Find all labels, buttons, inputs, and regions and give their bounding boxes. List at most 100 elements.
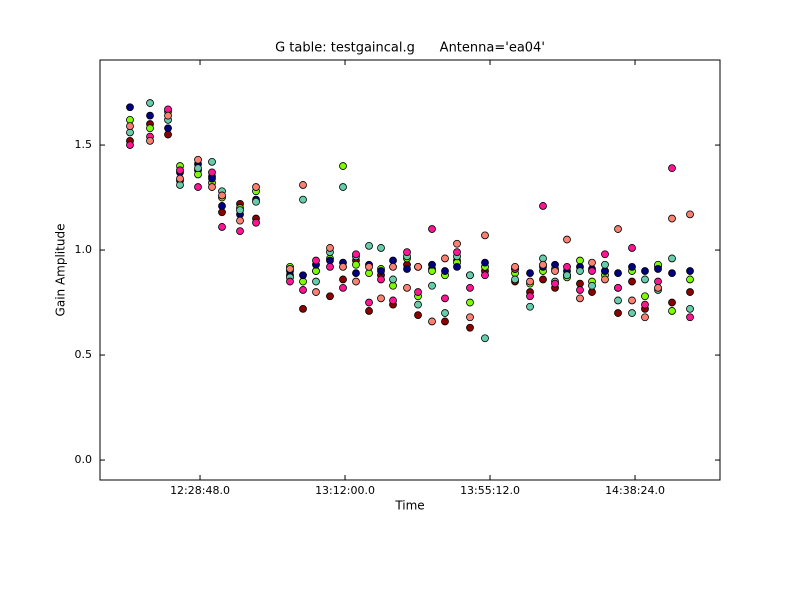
data-point [481,231,489,240]
data-point [539,275,547,284]
data-point [126,122,134,131]
data-point [164,111,172,120]
data-point [588,281,596,290]
data-point [194,155,202,164]
data-point [686,313,694,322]
data-point [628,262,636,271]
data-point [614,225,622,233]
data-point [511,262,519,271]
data-point [414,262,422,271]
data-point [654,265,662,273]
data-point [286,265,294,273]
y-tick-label: 0.0 [75,453,93,466]
data-point [641,313,649,322]
data-point [146,111,154,120]
data-point [654,283,662,292]
y-tick-label: 0.5 [75,348,93,361]
data-point [614,309,622,317]
x-tick-label: 14:38:24.0 [605,484,665,497]
data-point [208,168,216,177]
data-point [299,304,307,313]
data-point [614,269,622,278]
data-point [668,214,676,223]
data-point [126,141,134,149]
data-point [377,267,385,275]
data-point [526,292,534,301]
data-point [339,283,347,292]
data-point [164,124,172,133]
data-point [403,248,411,257]
data-point [466,271,474,280]
data-point [389,275,397,284]
data-point [236,206,244,215]
data-point [403,265,411,273]
data-point [299,286,307,294]
data-point [339,162,347,170]
data-point [628,277,636,286]
data-point [614,283,622,292]
data-point [377,294,385,303]
data-point [208,183,216,191]
data-point [686,210,694,219]
data-point [312,256,320,265]
data-point [299,181,307,189]
data-point [236,216,244,225]
data-point [551,267,559,275]
x-tick-label: 13:55:12.0 [460,484,520,497]
data-point [286,277,294,286]
x-tick-label: 12:28:48.0 [170,484,230,497]
data-point [236,227,244,236]
data-point [668,298,676,307]
data-point [194,183,202,191]
data-point [365,298,373,307]
data-point [403,283,411,292]
data-point [601,260,609,269]
data-point [339,262,347,271]
data-point [668,164,676,173]
chart-title: G table: testgaincal.g Antenna='ea04' [275,41,545,56]
data-point [176,174,184,183]
data-point [218,202,226,210]
x-axis-label: Time [394,499,424,513]
data-point [686,275,694,284]
plot-area [126,99,694,343]
x-tick-label: 13:12:00.0 [315,484,375,497]
data-point [339,275,347,284]
data-point [526,302,534,311]
data-point [466,298,474,307]
y-tick-label: 1.5 [75,138,93,151]
data-point [481,271,489,280]
data-point [466,323,474,332]
data-point [377,275,385,284]
data-point [588,258,596,267]
data-point [539,202,547,210]
data-point [441,267,449,275]
data-point [176,166,184,175]
data-point [668,307,676,315]
data-point [326,262,334,271]
data-point [628,244,636,252]
data-point [365,262,373,271]
data-point [641,292,649,301]
data-point [686,304,694,313]
data-point [146,99,154,107]
data-point [312,277,320,286]
data-point [365,307,373,315]
data-point [601,275,609,284]
data-point [628,309,636,317]
data-point [526,269,534,278]
data-point [252,197,260,206]
data-point [641,300,649,309]
data-point [365,241,373,250]
y-tick-label: 1.0 [75,243,93,256]
data-point [453,239,461,248]
data-point [252,183,260,191]
data-point [576,294,584,303]
data-point [414,300,422,309]
data-point [428,281,436,290]
data-point [252,218,260,227]
data-point [588,267,596,275]
data-point [146,124,154,133]
